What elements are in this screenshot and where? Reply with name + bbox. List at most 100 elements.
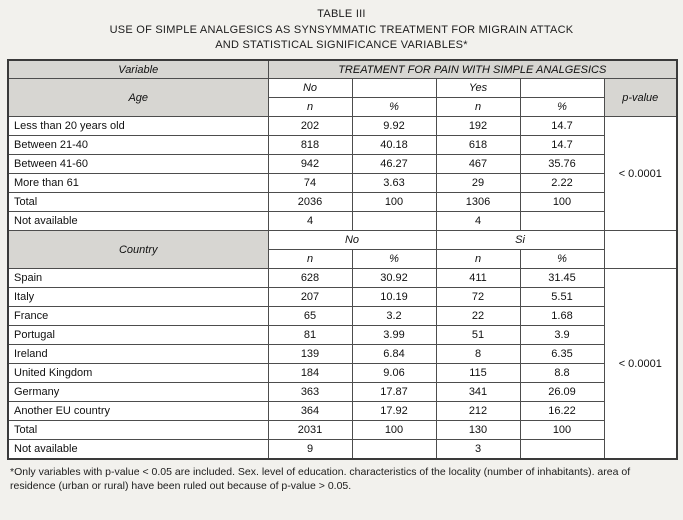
table-row: Not available 9 3 xyxy=(7,439,677,460)
yes-pct-cell: 3.9 xyxy=(519,325,605,346)
table-title: TABLE III USE OF SIMPLE ANALGESICS AS SY… xyxy=(7,7,676,54)
table-row: Between 21-40 818 40.18 618 14.7 xyxy=(7,135,677,156)
table-row: Germany 363 17.87 341 26.09 xyxy=(7,382,677,403)
table-row: Portugal 81 3.99 51 3.9 xyxy=(7,325,677,346)
no-n-cell: 65 xyxy=(267,306,353,327)
table-row: Not available 4 4 xyxy=(7,211,677,232)
yes-pct-cell: 2.22 xyxy=(519,173,605,194)
yes-n-cell: 130 xyxy=(435,420,521,441)
country-no-header-cell: No xyxy=(267,230,437,251)
row-label: Between 41-60 xyxy=(7,154,269,175)
n-header-cell: n xyxy=(267,97,353,118)
table-row: Total 2036 100 1306 100 xyxy=(7,192,677,213)
pct-header-cell: % xyxy=(519,97,605,118)
no-pct-cell: 3.99 xyxy=(351,325,437,346)
row-label: Another EU country xyxy=(7,401,269,422)
no-pct-cell: 3.2 xyxy=(351,306,437,327)
table-row: United Kingdom 184 9.06 115 8.8 xyxy=(7,363,677,384)
no-pct-cell xyxy=(351,211,437,232)
row-label: Portugal xyxy=(7,325,269,346)
row-label: Italy xyxy=(7,287,269,308)
row-label: Not available xyxy=(7,439,269,460)
yes-pct-cell: 35.76 xyxy=(519,154,605,175)
no-pct-cell: 9.92 xyxy=(351,116,437,137)
no-pct-cell: 6.84 xyxy=(351,344,437,365)
no-pct-cell: 46.27 xyxy=(351,154,437,175)
table-row: More than 61 74 3.63 29 2.22 xyxy=(7,173,677,194)
row-label: Not available xyxy=(7,211,269,232)
row-label: Germany xyxy=(7,382,269,403)
age-header-row-1: Age No Yes p-value xyxy=(7,78,678,118)
yes-n-cell: 4 xyxy=(435,211,521,232)
age-p-value-cell: < 0.0001 xyxy=(603,116,678,232)
page: TABLE III USE OF SIMPLE ANALGESICS AS SY… xyxy=(7,7,678,492)
row-label: Ireland xyxy=(7,344,269,365)
yes-pct-cell: 14.7 xyxy=(519,116,605,137)
no-pct-cell: 17.92 xyxy=(351,401,437,422)
country-p-value-cell: < 0.0001 xyxy=(603,268,678,460)
n-header-cell: n xyxy=(267,249,353,270)
pct-header-cell: % xyxy=(519,249,605,270)
age-header-cell: Age xyxy=(7,78,269,118)
age-no-spacer-cell xyxy=(351,78,437,99)
treatment-header-cell: TREATMENT FOR PAIN WITH SIMPLE ANALGESIC… xyxy=(267,59,678,80)
country-header-row-1: Country No Si xyxy=(7,230,678,270)
row-label: Total xyxy=(7,420,269,441)
no-n-cell: 942 xyxy=(267,154,353,175)
yes-n-cell: 115 xyxy=(435,363,521,384)
no-pct-cell xyxy=(351,439,437,460)
yes-pct-cell: 100 xyxy=(519,192,605,213)
no-pct-cell: 10.19 xyxy=(351,287,437,308)
no-n-cell: 184 xyxy=(267,363,353,384)
table-row: France 65 3.2 22 1.68 xyxy=(7,306,677,327)
yes-n-cell: 8 xyxy=(435,344,521,365)
yes-pct-cell: 14.7 xyxy=(519,135,605,156)
yes-n-cell: 51 xyxy=(435,325,521,346)
data-table: Variable TREATMENT FOR PAIN WITH SIMPLE … xyxy=(7,58,678,460)
row-label: Between 21-40 xyxy=(7,135,269,156)
pct-header-cell: % xyxy=(351,97,437,118)
no-n-cell: 628 xyxy=(267,268,353,289)
yes-n-cell: 467 xyxy=(435,154,521,175)
row-label: Total xyxy=(7,192,269,213)
no-n-cell: 2036 xyxy=(267,192,353,213)
no-pct-cell: 17.87 xyxy=(351,382,437,403)
no-n-cell: 139 xyxy=(267,344,353,365)
no-pct-cell: 100 xyxy=(351,420,437,441)
yes-pct-cell xyxy=(519,439,605,460)
country-si-header-cell: Si xyxy=(435,230,605,251)
yes-pct-cell: 16.22 xyxy=(519,401,605,422)
yes-n-cell: 29 xyxy=(435,173,521,194)
no-pct-cell: 9.06 xyxy=(351,363,437,384)
footnote: *Only variables with p-value < 0.05 are … xyxy=(10,465,631,492)
yes-n-cell: 192 xyxy=(435,116,521,137)
n-header-cell: n xyxy=(435,97,521,118)
no-n-cell: 363 xyxy=(267,382,353,403)
no-n-cell: 364 xyxy=(267,401,353,422)
table-row: Less than 20 years old 202 9.92 192 14.7… xyxy=(7,116,678,232)
no-n-cell: 2031 xyxy=(267,420,353,441)
table-row: Italy 207 10.19 72 5.51 xyxy=(7,287,677,308)
country-header-row-2: n % n % xyxy=(8,249,677,270)
row-label: Spain xyxy=(7,268,269,289)
yes-pct-cell: 1.68 xyxy=(519,306,605,327)
row-label: France xyxy=(7,306,269,327)
yes-n-cell: 3 xyxy=(435,439,521,460)
no-pct-cell: 40.18 xyxy=(351,135,437,156)
yes-pct-cell xyxy=(519,211,605,232)
yes-n-cell: 618 xyxy=(435,135,521,156)
no-n-cell: 202 xyxy=(267,116,353,137)
yes-pct-cell: 8.8 xyxy=(519,363,605,384)
n-header-cell: n xyxy=(435,249,521,270)
table-row: Spain 628 30.92 411 31.45 < 0.0001 xyxy=(7,268,678,460)
no-n-cell: 81 xyxy=(267,325,353,346)
no-n-cell: 207 xyxy=(267,287,353,308)
yes-pct-cell: 26.09 xyxy=(519,382,605,403)
age-no-header-cell: No xyxy=(267,78,353,99)
yes-n-cell: 1306 xyxy=(435,192,521,213)
table-row: Total 2031 100 130 100 xyxy=(7,420,677,441)
yes-n-cell: 341 xyxy=(435,382,521,403)
row-label: United Kingdom xyxy=(7,363,269,384)
yes-n-cell: 411 xyxy=(435,268,521,289)
age-yes-header-cell: Yes xyxy=(435,78,521,99)
